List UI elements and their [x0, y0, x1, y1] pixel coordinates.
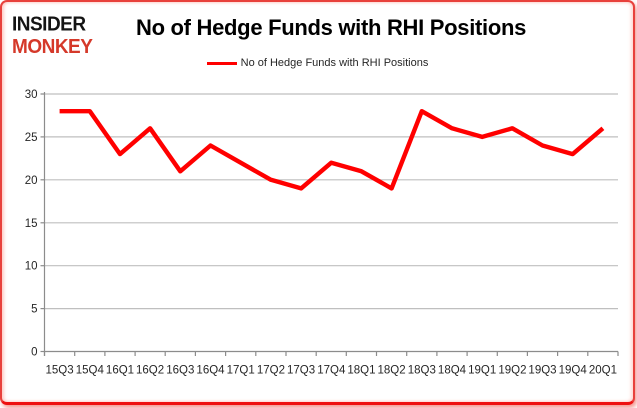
x-tick-label: 17Q4 [317, 365, 346, 377]
y-tick-label: 20 [25, 175, 38, 187]
page-title: No of Hedge Funds with RHI Positions [136, 15, 527, 40]
legend: No of Hedge Funds with RHI Positions [2, 56, 633, 70]
x-tick-label: 18Q1 [347, 365, 375, 377]
y-tick-label: 25 [25, 132, 38, 144]
x-tick-label: 19Q1 [468, 365, 496, 377]
x-tick-label: 18Q3 [408, 365, 436, 377]
x-tick-label: 16Q3 [166, 365, 194, 377]
y-tick-label: 5 [31, 304, 37, 316]
x-tick-label: 16Q1 [106, 365, 134, 377]
logo-text-monkey: MONKEY [12, 35, 93, 59]
y-tick-label: 10 [25, 261, 38, 273]
series-line [59, 108, 605, 191]
legend-line-icon [206, 61, 237, 65]
insider-monkey-logo: INSIDER MONKEY [12, 13, 93, 59]
x-tick-label: 17Q3 [287, 365, 315, 377]
line-chart: 0 5 10 15 20 25 30 15Q3 15Q4 16Q1 16Q2 16Q3 16Q4 17Q1… [25, 89, 619, 377]
x-tick-label: 15Q4 [76, 365, 105, 377]
x-tick-label: 18Q2 [378, 365, 406, 377]
x-tick-label: 19Q4 [559, 365, 588, 377]
logo-text-insider: INSIDER [12, 13, 86, 36]
legend-label: No of Hedge Funds with RHI Positions [240, 57, 429, 69]
x-tick-label: 17Q2 [257, 365, 285, 377]
x-tick-label: 16Q4 [196, 365, 225, 377]
y-tick-label: 15 [25, 218, 38, 230]
x-tick-label: 17Q1 [227, 365, 255, 377]
x-tick-label: 16Q2 [136, 365, 164, 377]
y-tick-label: 0 [31, 347, 37, 359]
x-tick-label: 15Q3 [46, 365, 74, 377]
y-tick-label: 30 [25, 89, 38, 101]
x-tick-label: 19Q3 [528, 365, 556, 377]
x-tick-label: 18Q4 [438, 365, 467, 377]
x-tick-label: 19Q2 [498, 365, 526, 377]
x-tick-label: 20Q1 [589, 365, 617, 377]
